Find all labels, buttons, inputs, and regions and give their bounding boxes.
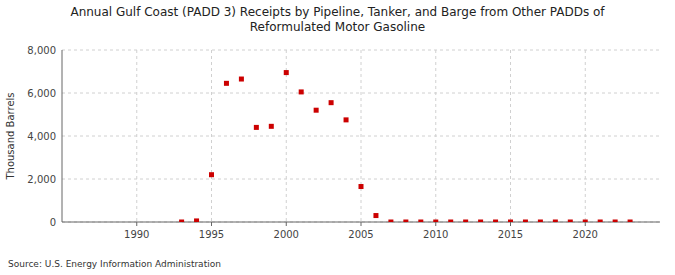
x-grid-line [361, 50, 362, 222]
x-tick-label: 1995 [199, 229, 224, 240]
x-tick-label: 1990 [124, 229, 149, 240]
x-grid-line [585, 50, 586, 222]
source: Source: U.S. Energy Information Administ… [8, 259, 221, 269]
point [418, 220, 423, 223]
point [194, 218, 199, 222]
x-tick-label: 2010 [423, 229, 448, 240]
point [403, 220, 408, 223]
chart: Annual Gulf Coast (PADD 3) Receipts by P… [0, 0, 675, 275]
x-tick [585, 222, 586, 226]
point [568, 220, 573, 223]
x-grid-line [286, 50, 287, 222]
y-tick-label: 4,000 [27, 131, 56, 142]
point [583, 220, 588, 223]
x-tick-label: 2000 [274, 229, 299, 240]
point [448, 220, 453, 223]
y-axis-line [62, 50, 63, 222]
point [269, 124, 274, 129]
point [209, 172, 214, 177]
point [598, 220, 603, 223]
point [344, 117, 349, 122]
point [329, 100, 334, 105]
y-tick-label: 8,000 [27, 45, 56, 56]
x-grid-line [211, 50, 212, 222]
point [508, 220, 513, 223]
point [628, 220, 633, 223]
x-tick [435, 222, 436, 226]
x-grid-line [435, 50, 436, 222]
point [388, 220, 393, 223]
point [314, 108, 319, 113]
title-line: Annual Gulf Coast (PADD 3) Receipts by P… [70, 5, 605, 19]
x-grid-line [510, 50, 511, 222]
points [179, 70, 632, 222]
x-tick [286, 222, 287, 226]
point [553, 220, 558, 223]
title-line: Reformulated Motor Gasoline [250, 20, 425, 34]
title: Annual Gulf Coast (PADD 3) Receipts by P… [70, 5, 605, 34]
point [299, 89, 304, 94]
grid [62, 50, 660, 222]
x-tick [510, 222, 511, 226]
x-tick-label: 2015 [498, 229, 523, 240]
x-tick [361, 222, 362, 226]
point [254, 125, 259, 130]
point [373, 213, 378, 218]
point [523, 220, 528, 223]
y-tick-label: 2,000 [27, 174, 56, 185]
point [224, 81, 229, 86]
point [613, 220, 618, 223]
point [433, 220, 438, 223]
point [284, 70, 289, 75]
x-tick [211, 222, 212, 226]
point [478, 220, 483, 223]
point [359, 184, 364, 189]
y-tick-label: 0 [50, 217, 56, 228]
point [463, 220, 468, 223]
point [179, 220, 184, 223]
point [493, 220, 498, 223]
x-tick [136, 222, 137, 226]
x-tick-label: 2020 [573, 229, 598, 240]
background [0, 0, 675, 275]
x-grid-line [136, 50, 137, 222]
axes: 0 2,000 4,000 6,000 8,000 1990 1995 2000 2005 201… [27, 45, 660, 240]
y-axis-label: Thousand Barrels [5, 92, 16, 180]
y-tick-label: 6,000 [27, 88, 56, 99]
x-tick-label: 2005 [348, 229, 373, 240]
point [239, 77, 244, 82]
point [538, 220, 543, 223]
